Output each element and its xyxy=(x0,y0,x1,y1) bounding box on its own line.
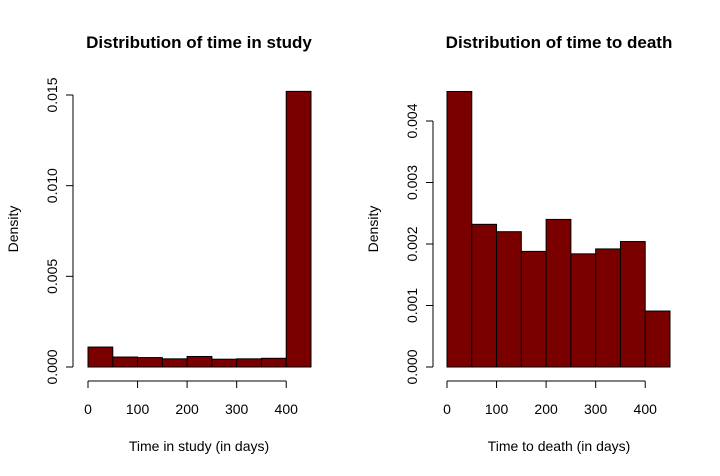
x-tick-label: 100 xyxy=(126,401,150,417)
histogram-bar xyxy=(570,253,597,368)
y-tick-label: 0.005 xyxy=(44,259,60,294)
histogram-bar xyxy=(285,90,312,368)
x-axis: 0 100 200 300 400 xyxy=(84,380,299,417)
panel-time-to-death: Distribution of time to death 0 100 200 300… xyxy=(365,33,672,454)
histogram-bar xyxy=(520,250,547,368)
y-tick-label: 0.003 xyxy=(404,165,420,200)
histogram-bar xyxy=(446,90,473,368)
y-tick-label: 0.002 xyxy=(404,226,420,261)
y-tick-label: 0.001 xyxy=(404,288,420,323)
y-axis-label: Density xyxy=(365,206,381,253)
y-axis-label: Density xyxy=(5,206,21,253)
histogram-bar xyxy=(87,346,114,368)
x-tick-label: 100 xyxy=(485,401,509,417)
bar-group xyxy=(446,90,671,368)
x-axis-label: Time to death (in days) xyxy=(488,438,631,454)
histogram-bar xyxy=(186,355,213,368)
y-axis: 0.000 0.001 0.002 0.003 0.004 xyxy=(404,103,434,385)
x-tick-label: 400 xyxy=(634,401,658,417)
x-axis: 0 100 200 300 400 xyxy=(443,380,658,417)
x-tick-label: 300 xyxy=(584,401,608,417)
x-axis-label: Time in study (in days) xyxy=(129,438,269,454)
y-tick-label: 0.000 xyxy=(44,349,60,384)
histogram-bar xyxy=(644,310,671,368)
y-axis: 0.000 0.005 0.010 0.015 xyxy=(44,77,74,385)
histogram-bar xyxy=(236,358,262,368)
histogram-bar xyxy=(595,248,621,368)
x-tick-label: 400 xyxy=(275,401,299,417)
y-tick-label: 0.000 xyxy=(404,349,420,384)
histogram-bar xyxy=(112,356,139,368)
x-tick-label: 200 xyxy=(175,401,199,417)
x-tick-label: 0 xyxy=(443,401,451,417)
histogram-bar xyxy=(496,231,522,368)
histogram-bar xyxy=(137,357,163,368)
panel-time-in-study: Distribution of time in study 0 100 200 300… xyxy=(5,33,312,454)
bar-group xyxy=(87,90,312,368)
chart-title: Distribution of time to death xyxy=(446,33,673,52)
x-tick-label: 0 xyxy=(84,401,92,417)
y-tick-label: 0.010 xyxy=(44,168,60,203)
histogram-bar xyxy=(260,357,287,368)
histogram-bar xyxy=(471,223,498,368)
histogram-bar xyxy=(211,358,238,368)
y-tick-label: 0.015 xyxy=(44,77,60,112)
histogram-bar xyxy=(545,218,572,368)
chart-title: Distribution of time in study xyxy=(86,33,312,52)
y-tick-label: 0.004 xyxy=(404,103,420,138)
x-tick-label: 200 xyxy=(534,401,558,417)
x-tick-label: 300 xyxy=(225,401,249,417)
histogram-bar xyxy=(161,358,188,368)
histogram-bar xyxy=(619,241,646,368)
